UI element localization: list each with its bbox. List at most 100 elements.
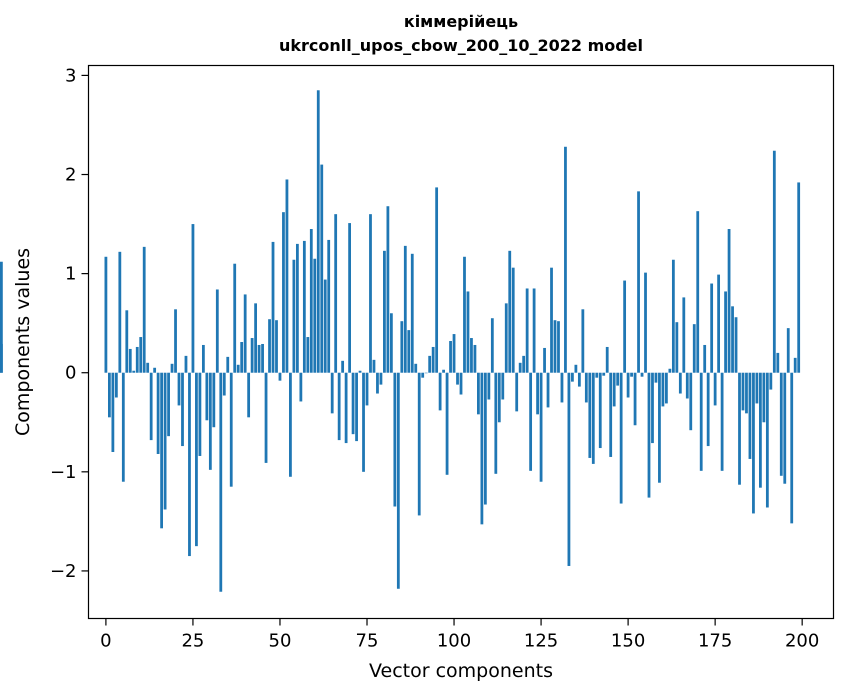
bar: [236, 364, 240, 373]
x-tick-label: 200: [785, 631, 819, 652]
bar: [240, 342, 244, 373]
bar: [696, 211, 700, 373]
bar: [369, 214, 372, 373]
bar: [456, 372, 459, 385]
x-tick-label: 150: [611, 631, 645, 652]
bar: [108, 372, 111, 418]
bar: [515, 372, 519, 412]
bar: [741, 372, 745, 411]
bar: [160, 372, 163, 529]
bar: [393, 372, 397, 507]
bar: [612, 372, 616, 407]
bar: [226, 356, 230, 373]
bar: [755, 372, 759, 404]
bar: [132, 370, 136, 373]
bar: [783, 372, 787, 484]
bar: [710, 283, 714, 373]
bar: [320, 164, 324, 373]
bar: [181, 372, 184, 447]
bar: [501, 372, 505, 400]
bar: [431, 346, 435, 373]
bar: [640, 372, 644, 377]
bar: [675, 322, 679, 373]
bar: [212, 372, 216, 428]
y-tick-label: 1: [65, 264, 76, 285]
x-tick-label: 175: [698, 631, 732, 652]
bar: [449, 341, 452, 373]
bar: [142, 246, 146, 373]
bar: [184, 355, 188, 373]
bar: [466, 291, 470, 373]
bar: [344, 372, 348, 444]
bar: [306, 337, 310, 373]
bar: [793, 357, 797, 373]
bar: [435, 187, 439, 373]
bar: [623, 280, 627, 373]
chart-subtitle: ukrconll_upos_cbow_200_10_2022 model: [279, 36, 643, 55]
bar: [153, 367, 157, 373]
bar: [208, 372, 212, 470]
bar: [358, 370, 362, 373]
bar: [428, 355, 432, 373]
bar: [167, 372, 170, 437]
bar: [289, 372, 292, 477]
bar: [490, 318, 494, 373]
bar: [309, 229, 313, 373]
x-axis-label: Vector components: [369, 660, 553, 682]
plot-frame: [87, 64, 835, 620]
bar: [271, 241, 275, 373]
bar: [459, 372, 463, 395]
bar: [442, 369, 445, 373]
bar: [574, 364, 578, 373]
bar: [546, 372, 550, 408]
bar: [410, 253, 414, 373]
bar: [591, 372, 595, 464]
bar: [421, 372, 425, 378]
bar: [668, 368, 672, 373]
bar: [327, 239, 331, 373]
bar: [118, 251, 122, 373]
bar: [198, 372, 202, 456]
bar: [748, 372, 752, 459]
bar: [438, 372, 442, 411]
bar: [125, 310, 129, 373]
bar: [487, 372, 491, 400]
bar: [769, 372, 773, 390]
bar: [215, 289, 219, 373]
bar: [463, 256, 466, 373]
bar: [275, 320, 278, 373]
bar: [355, 372, 358, 442]
bar: [567, 372, 571, 566]
bar: [772, 150, 776, 373]
bar: [452, 334, 456, 373]
bar: [285, 179, 289, 373]
bar: [292, 259, 296, 373]
bar: [651, 372, 654, 444]
bar: [299, 372, 303, 402]
bar: [776, 352, 780, 373]
bar: [497, 372, 501, 423]
x-axis-ticks: 0 25 50 75 100 125 150 175 200: [100, 618, 819, 652]
bar: [731, 306, 734, 373]
bar: [334, 214, 338, 373]
bar: [626, 372, 630, 398]
bar: [114, 372, 118, 398]
bar: [738, 372, 741, 485]
x-tick-label: 50: [269, 631, 292, 652]
bar: [522, 355, 526, 373]
bar: [229, 372, 233, 487]
bar: [661, 372, 665, 407]
x-tick-label: 75: [356, 631, 379, 652]
bar: [577, 372, 581, 387]
bar: [351, 372, 355, 435]
bar: [581, 309, 585, 373]
bar: [389, 313, 393, 373]
bar: [282, 212, 285, 373]
bar: [619, 372, 623, 504]
bar: [330, 372, 334, 414]
bar: [553, 320, 557, 373]
bar: [195, 372, 198, 547]
bar: [529, 372, 533, 471]
bar: [264, 372, 268, 463]
